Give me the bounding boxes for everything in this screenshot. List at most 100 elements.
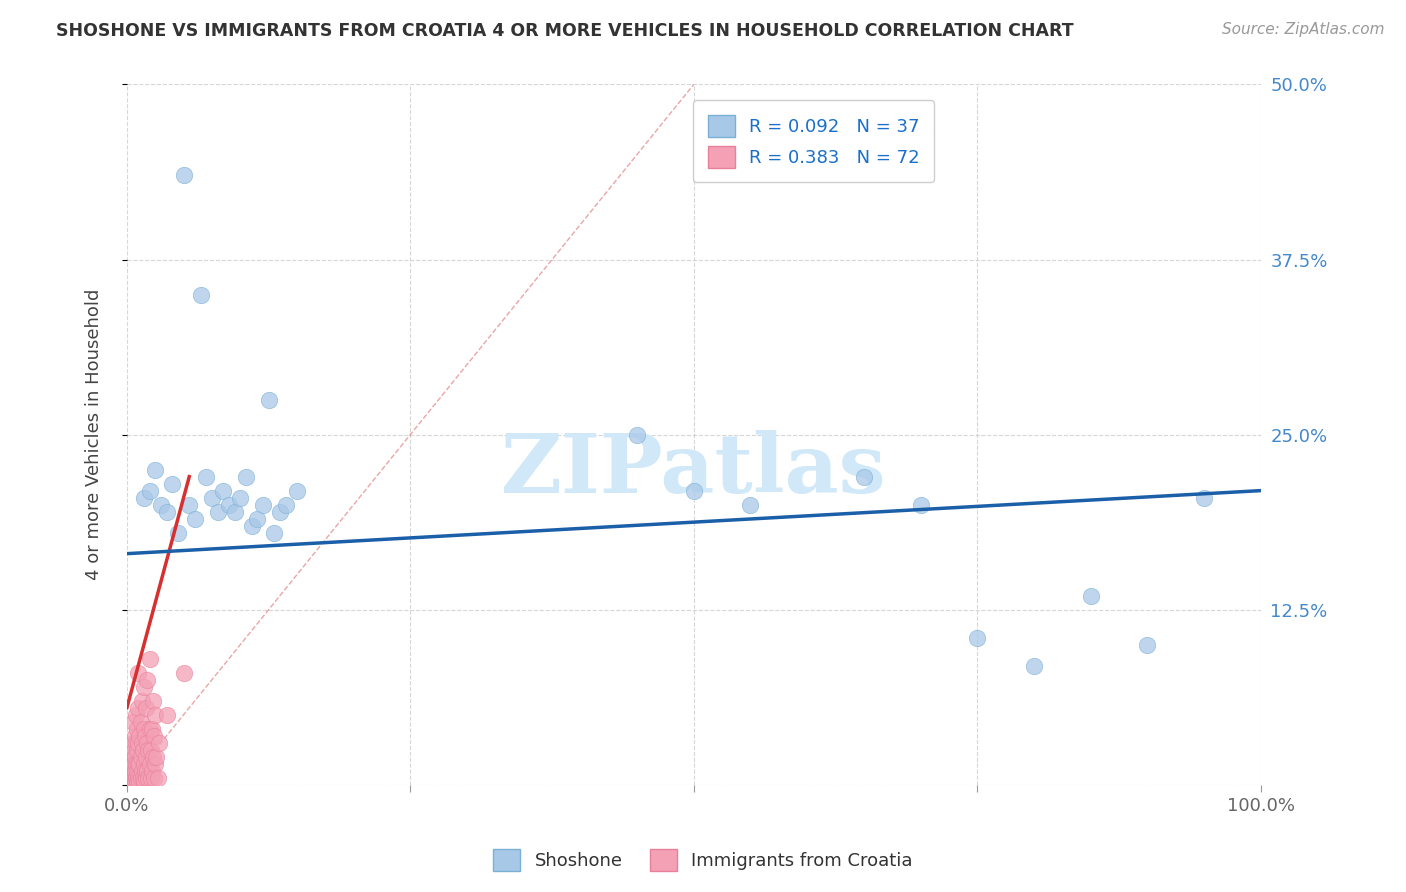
Point — [128, 773, 150, 788]
Point — [127, 764, 149, 778]
Point — [125, 756, 148, 771]
Point — [125, 771, 148, 785]
Point — [148, 736, 170, 750]
Point — [134, 764, 156, 778]
Point — [1192, 491, 1215, 505]
Point — [125, 707, 148, 722]
Point — [141, 764, 163, 778]
Point — [141, 722, 163, 736]
Point — [740, 498, 762, 512]
Point — [274, 498, 297, 512]
Point — [127, 665, 149, 680]
Point — [122, 756, 145, 771]
Point — [132, 743, 155, 757]
Point — [184, 511, 207, 525]
Point — [127, 736, 149, 750]
Point — [235, 469, 257, 483]
Point — [224, 505, 246, 519]
Point — [127, 722, 149, 736]
Text: ZIPatlas: ZIPatlas — [501, 430, 887, 509]
Point — [138, 743, 160, 757]
Point — [240, 518, 263, 533]
Point — [142, 749, 165, 764]
Point — [626, 427, 648, 442]
Point — [162, 476, 184, 491]
Point — [142, 694, 165, 708]
Point — [1136, 638, 1159, 652]
Point — [138, 756, 160, 771]
Point — [263, 525, 285, 540]
Point — [120, 766, 142, 780]
Text: SHOSHONE VS IMMIGRANTS FROM CROATIA 4 OR MORE VEHICLES IN HOUSEHOLD CORRELATION : SHOSHONE VS IMMIGRANTS FROM CROATIA 4 OR… — [56, 22, 1074, 40]
Point — [122, 743, 145, 757]
Point — [131, 764, 153, 778]
Text: Source: ZipAtlas.com: Source: ZipAtlas.com — [1222, 22, 1385, 37]
Point — [128, 729, 150, 743]
Point — [155, 707, 177, 722]
Point — [131, 736, 153, 750]
Point — [129, 714, 152, 729]
Legend: Shoshone, Immigrants from Croatia: Shoshone, Immigrants from Croatia — [486, 842, 920, 879]
Point — [132, 773, 155, 788]
Point — [682, 483, 704, 498]
Point — [136, 736, 159, 750]
Point — [121, 736, 143, 750]
Point — [1080, 589, 1102, 603]
Point — [143, 756, 166, 771]
Point — [207, 505, 229, 519]
Point — [138, 771, 160, 785]
Point — [138, 722, 160, 736]
Point — [190, 287, 212, 301]
Point — [127, 773, 149, 788]
Point — [132, 771, 155, 785]
Point — [122, 771, 145, 785]
Point — [1022, 658, 1045, 673]
Point — [246, 511, 269, 525]
Point — [257, 392, 280, 407]
Point — [121, 775, 143, 789]
Point — [132, 680, 155, 694]
Point — [121, 749, 143, 764]
Legend: R = 0.092   N = 37, R = 0.383   N = 72: R = 0.092 N = 37, R = 0.383 N = 72 — [693, 101, 934, 183]
Point — [129, 749, 152, 764]
Point — [135, 700, 157, 714]
Point — [132, 722, 155, 736]
Point — [124, 764, 146, 778]
Point — [127, 756, 149, 771]
Point — [120, 756, 142, 771]
Point — [132, 491, 155, 505]
Point — [167, 525, 190, 540]
Point — [136, 764, 159, 778]
Point — [229, 491, 252, 505]
Point — [285, 483, 308, 498]
Point — [129, 771, 152, 785]
Point — [135, 771, 157, 785]
Point — [155, 505, 177, 519]
Point — [966, 631, 988, 645]
Point — [212, 483, 235, 498]
Point — [128, 756, 150, 771]
Point — [173, 665, 195, 680]
Point — [135, 749, 157, 764]
Point — [143, 707, 166, 722]
Point — [121, 764, 143, 778]
Point — [127, 771, 149, 785]
Point — [139, 771, 162, 785]
Point — [269, 505, 291, 519]
Point — [121, 714, 143, 729]
Point — [125, 736, 148, 750]
Point — [173, 169, 195, 183]
Point — [143, 729, 166, 743]
Point — [149, 498, 172, 512]
Point — [139, 743, 162, 757]
Point — [201, 491, 224, 505]
Y-axis label: 4 or more Vehicles in Household: 4 or more Vehicles in Household — [86, 289, 103, 581]
Point — [143, 462, 166, 476]
Point — [146, 771, 169, 785]
Point — [127, 700, 149, 714]
Point — [127, 743, 149, 757]
Point — [136, 673, 159, 687]
Point — [131, 694, 153, 708]
Point — [143, 771, 166, 785]
Point — [910, 498, 932, 512]
